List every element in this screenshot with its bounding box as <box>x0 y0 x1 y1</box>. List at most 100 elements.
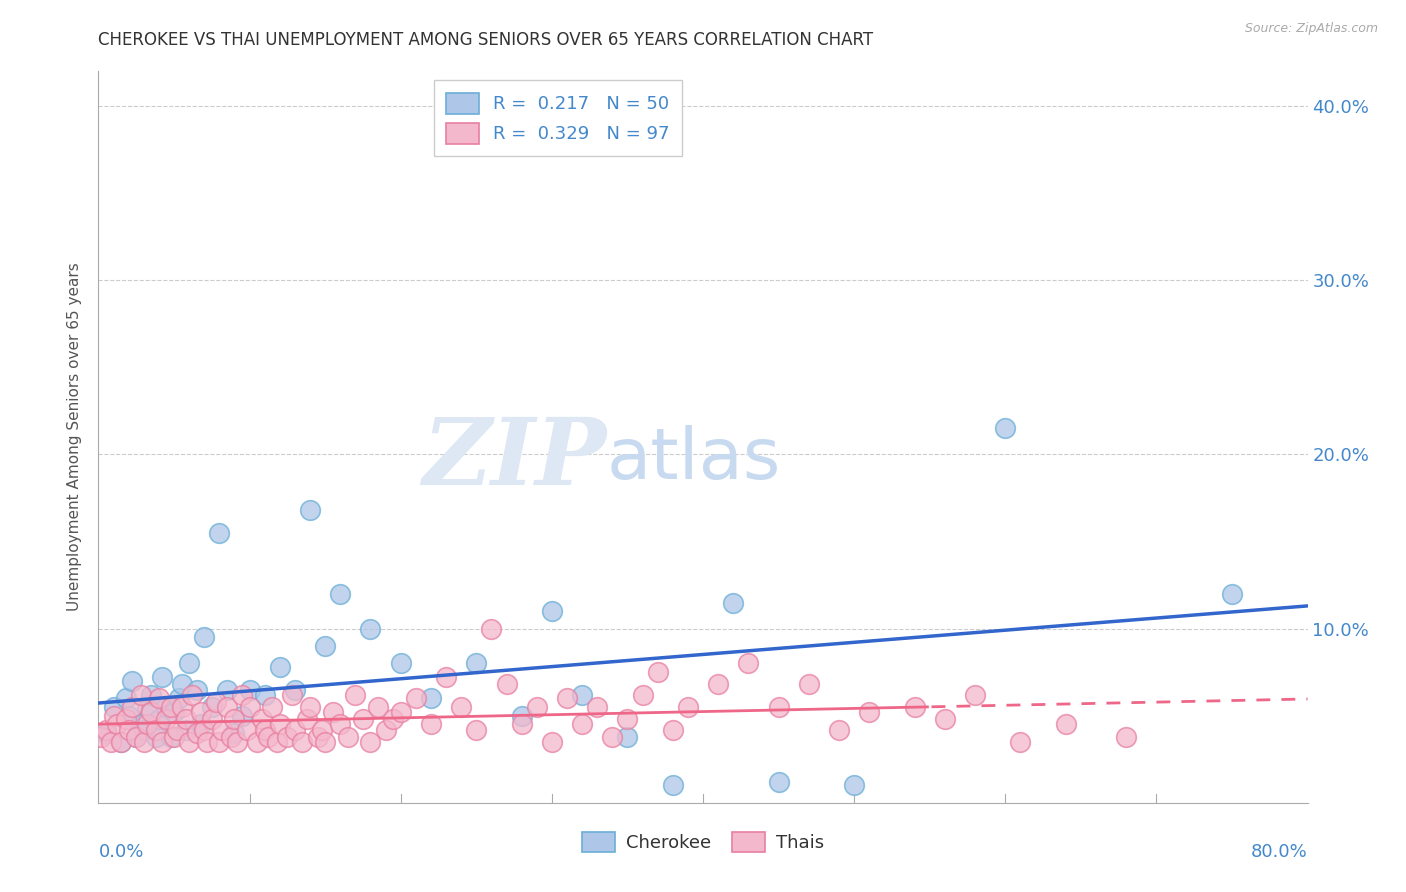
Point <box>141 688 163 702</box>
Point <box>155 712 177 726</box>
Point <box>150 670 173 684</box>
Text: 0.0%: 0.0% <box>98 843 143 861</box>
Point <box>322 705 344 719</box>
Text: Source: ZipAtlas.com: Source: ZipAtlas.com <box>1244 22 1378 36</box>
Point <box>250 712 273 726</box>
Point <box>367 700 389 714</box>
Point <box>155 700 177 714</box>
Point <box>148 712 170 726</box>
Point <box>145 723 167 737</box>
Point <box>239 700 262 714</box>
Point <box>481 622 503 636</box>
Point <box>160 730 183 744</box>
Point <box>105 717 128 731</box>
Point <box>100 735 122 749</box>
Point <box>110 735 132 749</box>
Point <box>965 688 987 702</box>
Point <box>299 503 322 517</box>
Point <box>858 705 880 719</box>
Point <box>211 723 233 737</box>
Point <box>828 723 851 737</box>
Point <box>170 677 193 691</box>
Point <box>129 717 152 731</box>
Point <box>121 673 143 688</box>
Point <box>707 677 730 691</box>
Point <box>150 735 173 749</box>
Point <box>226 735 249 749</box>
Point <box>179 657 201 671</box>
Point <box>768 775 790 789</box>
Point <box>239 682 262 697</box>
Point <box>215 700 238 714</box>
Point <box>118 708 141 723</box>
Point <box>526 700 548 714</box>
Point <box>314 735 336 749</box>
Point <box>160 700 183 714</box>
Point <box>118 723 141 737</box>
Point <box>299 700 322 714</box>
Point <box>121 700 143 714</box>
Point <box>844 778 866 792</box>
Point <box>94 726 117 740</box>
Point <box>170 700 193 714</box>
Point <box>1054 717 1077 731</box>
Point <box>555 691 578 706</box>
Point <box>571 688 593 702</box>
Point <box>90 730 112 744</box>
Point <box>329 587 352 601</box>
Point <box>125 730 148 744</box>
Point <box>193 631 215 645</box>
Point <box>163 730 186 744</box>
Point <box>253 723 276 737</box>
Point <box>1115 730 1137 744</box>
Point <box>235 723 257 737</box>
Point <box>389 705 412 719</box>
Point <box>266 735 288 749</box>
Point <box>103 708 125 723</box>
Point <box>420 691 443 706</box>
Point <box>904 700 927 714</box>
Point <box>329 717 352 731</box>
Point <box>510 708 533 723</box>
Point <box>344 688 367 702</box>
Point <box>291 735 314 749</box>
Point <box>269 660 291 674</box>
Point <box>465 657 488 671</box>
Point <box>284 723 307 737</box>
Point <box>145 730 167 744</box>
Point <box>125 730 148 744</box>
Point <box>336 730 359 744</box>
Point <box>205 695 228 709</box>
Point <box>405 691 427 706</box>
Point <box>148 691 170 706</box>
Point <box>737 657 759 671</box>
Text: CHEROKEE VS THAI UNEMPLOYMENT AMONG SENIORS OVER 65 YEARS CORRELATION CHART: CHEROKEE VS THAI UNEMPLOYMENT AMONG SENI… <box>98 31 873 49</box>
Point <box>314 639 336 653</box>
Point <box>360 622 382 636</box>
Point <box>186 726 208 740</box>
Point <box>163 705 186 719</box>
Point <box>132 735 155 749</box>
Point <box>190 705 212 719</box>
Point <box>135 717 157 731</box>
Point <box>186 682 208 697</box>
Point <box>262 700 284 714</box>
Point <box>797 677 820 691</box>
Point <box>465 723 488 737</box>
Point <box>352 712 374 726</box>
Point <box>224 726 246 740</box>
Point <box>166 723 188 737</box>
Point <box>231 688 253 702</box>
Point <box>224 712 246 726</box>
Point <box>103 700 125 714</box>
Point <box>360 735 382 749</box>
Point <box>510 717 533 731</box>
Point <box>586 700 609 714</box>
Point <box>114 691 136 706</box>
Point <box>110 735 132 749</box>
Point <box>208 735 231 749</box>
Point <box>434 670 457 684</box>
Point <box>661 778 683 792</box>
Point <box>281 688 304 702</box>
Legend: Cherokee, Thais: Cherokee, Thais <box>575 824 831 860</box>
